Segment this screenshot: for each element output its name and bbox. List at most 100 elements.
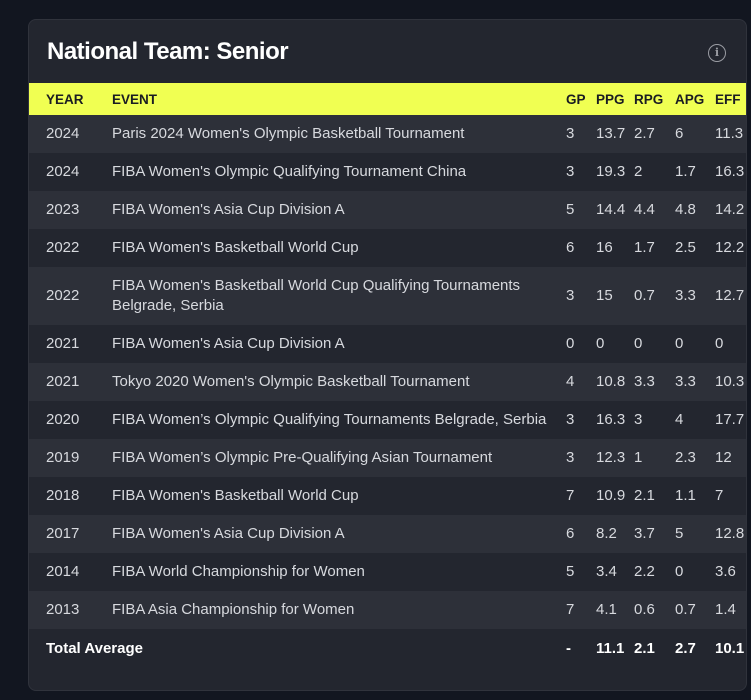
- cell-year: 2020: [46, 411, 80, 428]
- table-row: 2020 FIBA Women’s Olympic Qualifying Tour…: [29, 401, 746, 439]
- cell-event: FIBA Women’s Olympic Qualifying Tourname…: [112, 411, 547, 428]
- cell-event: Paris 2024 Women's Olympic Basketball To…: [112, 125, 465, 142]
- cell-rpg: 2.2: [634, 563, 655, 580]
- cell-eff: 14.2: [715, 201, 745, 218]
- cell-eff: 12: [715, 449, 732, 466]
- cell-gp: 3: [566, 287, 575, 304]
- cell-event: FIBA Women's Asia Cup Division A: [112, 525, 345, 542]
- card-title: National Team: Senior: [47, 38, 289, 65]
- cell-year: 2019: [46, 449, 80, 466]
- table-row: 2022 FIBA Women's Basketball World Cup Qu…: [29, 267, 746, 325]
- cell-apg: 4.8: [675, 201, 696, 218]
- table-row: 2023 FIBA Women's Asia Cup Division A 5 14.…: [29, 191, 746, 229]
- table-row: 2021 FIBA Women's Asia Cup Division A 0 0 0 0…: [29, 325, 746, 363]
- cell-eff: 1.4: [715, 601, 736, 618]
- cell-apg: 5: [675, 525, 684, 542]
- cell-rpg: 4.4: [634, 201, 655, 218]
- cell-eff: 10.3: [715, 373, 745, 390]
- cell-gp: 4: [566, 373, 575, 390]
- cell-event: Tokyo 2020 Women's Olympic Basketball To…: [112, 373, 470, 390]
- total-average-row: Total Average - 11.1 2.1 2.7 10.1: [29, 629, 746, 669]
- cell-ppg: 19.3: [596, 163, 626, 180]
- cell-ppg: 15: [596, 287, 613, 304]
- cell-ppg: 13.7: [596, 125, 626, 142]
- cell-eff: 3.6: [715, 563, 736, 580]
- cell-eff: 16.3: [715, 163, 745, 180]
- cell-year: 2024: [46, 163, 80, 180]
- table-row: 2021 Tokyo 2020 Women's Olympic Basketbal…: [29, 363, 746, 401]
- cell-apg: 6: [675, 125, 684, 142]
- cell-year: 2022: [46, 287, 80, 304]
- cell-gp: 5: [566, 201, 575, 218]
- cell-rpg: 0: [634, 335, 643, 352]
- cell-gp: 7: [566, 487, 575, 504]
- cell-eff: 0: [715, 335, 724, 352]
- cell-eff: 17.7: [715, 411, 745, 428]
- cell-eff: 12.7: [715, 287, 745, 304]
- cell-event: FIBA World Championship for Women: [112, 563, 365, 580]
- cell-year: 2023: [46, 201, 80, 218]
- column-header-gp: GP: [566, 83, 596, 115]
- total-eff: 10.1: [715, 629, 746, 669]
- table-row: 2024 Paris 2024 Women's Olympic Basketbal…: [29, 115, 746, 153]
- cell-gp: 3: [566, 411, 575, 428]
- cell-year: 2021: [46, 335, 80, 352]
- cell-year: 2014: [46, 563, 80, 580]
- cell-year: 2024: [46, 125, 80, 142]
- cell-gp: 0: [566, 335, 575, 352]
- cell-ppg: 4.1: [596, 601, 617, 618]
- table-header-row: YEAR EVENT GP PPG RPG APG EFF: [29, 83, 746, 115]
- cell-gp: 6: [566, 525, 575, 542]
- table-row: 2018 FIBA Women's Basketball World Cup 7 10…: [29, 477, 746, 515]
- cell-year: 2021: [46, 373, 80, 390]
- info-circle-icon[interactable]: i: [708, 44, 726, 62]
- cell-eff: 11.3: [715, 125, 744, 142]
- cell-rpg: 2.1: [634, 487, 655, 504]
- table-row: 2014 FIBA World Championship for Women 5 3.…: [29, 553, 746, 591]
- total-apg: 2.7: [675, 629, 715, 669]
- total-ppg: 11.1: [596, 629, 634, 669]
- cell-rpg: 1.7: [634, 239, 655, 256]
- cell-gp: 3: [566, 163, 575, 180]
- cell-apg: 0.7: [675, 601, 696, 618]
- cell-apg: 1.7: [675, 163, 696, 180]
- column-header-ppg: PPG: [596, 83, 634, 115]
- cell-event: FIBA Women’s Olympic Pre-Qualifying Asia…: [112, 449, 493, 466]
- cell-year: 2022: [46, 239, 80, 256]
- cell-apg: 3.3: [675, 287, 696, 304]
- cell-event: FIBA Women's Basketball World Cup: [112, 487, 359, 504]
- cell-rpg: 2: [634, 163, 643, 180]
- table-row: 2017 FIBA Women's Asia Cup Division A 6 8.2…: [29, 515, 746, 553]
- cell-ppg: 8.2: [596, 525, 617, 542]
- cell-apg: 2.5: [675, 239, 696, 256]
- cell-ppg: 16: [596, 239, 613, 256]
- cell-ppg: 10.8: [596, 373, 626, 390]
- cell-year: 2017: [46, 525, 80, 542]
- cell-apg: 0: [675, 563, 684, 580]
- cell-rpg: 1: [634, 449, 643, 466]
- cell-year: 2013: [46, 601, 80, 618]
- cell-gp: 6: [566, 239, 575, 256]
- table-row: 2013 FIBA Asia Championship for Women 7 4.1…: [29, 591, 746, 629]
- cell-event: FIBA Asia Championship for Women: [112, 601, 355, 618]
- cell-rpg: 3.7: [634, 525, 655, 542]
- cell-eff: 12.2: [715, 239, 745, 256]
- table-row: 2022 FIBA Women's Basketball World Cup 6 16…: [29, 229, 746, 267]
- cell-year: 2018: [46, 487, 80, 504]
- total-rpg: 2.1: [634, 629, 675, 669]
- cell-eff: 7: [715, 487, 724, 504]
- table-row: 2024 FIBA Women's Olympic Qualifying Tour…: [29, 153, 746, 191]
- total-gp: -: [566, 629, 596, 669]
- stats-table: YEAR EVENT GP PPG RPG APG EFF 2024 Paris …: [29, 83, 746, 669]
- cell-ppg: 12.3: [596, 449, 626, 466]
- cell-event: FIBA Women's Asia Cup Division A: [112, 335, 345, 352]
- cell-rpg: 0.6: [634, 601, 655, 618]
- cell-ppg: 16.3: [596, 411, 626, 428]
- cell-apg: 2.3: [675, 449, 696, 466]
- cell-gp: 5: [566, 563, 575, 580]
- cell-rpg: 2.7: [634, 125, 655, 142]
- cell-eff: 12.8: [715, 525, 745, 542]
- table-row: 2019 FIBA Women’s Olympic Pre-Qualifying …: [29, 439, 746, 477]
- cell-ppg: 14.4: [596, 201, 626, 218]
- cell-event: FIBA Women's Olympic Qualifying Tourname…: [112, 163, 467, 180]
